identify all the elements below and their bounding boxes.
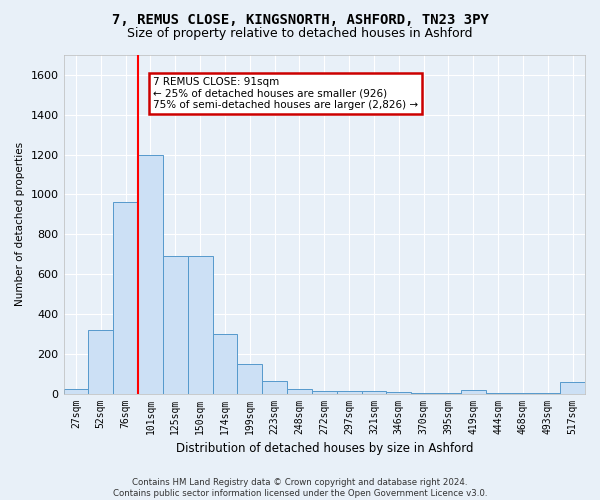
Bar <box>64 388 88 394</box>
X-axis label: Distribution of detached houses by size in Ashford: Distribution of detached houses by size … <box>176 442 473 455</box>
Bar <box>212 334 238 394</box>
Bar <box>287 388 312 394</box>
Bar <box>411 392 436 394</box>
Bar <box>163 256 188 394</box>
Y-axis label: Number of detached properties: Number of detached properties <box>15 142 25 306</box>
Bar <box>312 390 337 394</box>
Bar <box>560 382 585 394</box>
Bar <box>535 392 560 394</box>
Bar <box>386 392 411 394</box>
Bar <box>485 392 511 394</box>
Bar <box>138 154 163 394</box>
Bar <box>511 392 535 394</box>
Bar <box>436 392 461 394</box>
Bar <box>88 330 113 394</box>
Bar <box>337 391 362 394</box>
Bar <box>238 364 262 394</box>
Bar <box>461 390 485 394</box>
Text: Contains HM Land Registry data © Crown copyright and database right 2024.
Contai: Contains HM Land Registry data © Crown c… <box>113 478 487 498</box>
Bar <box>262 380 287 394</box>
Bar <box>362 391 386 394</box>
Text: 7, REMUS CLOSE, KINGSNORTH, ASHFORD, TN23 3PY: 7, REMUS CLOSE, KINGSNORTH, ASHFORD, TN2… <box>112 12 488 26</box>
Text: 7 REMUS CLOSE: 91sqm
← 25% of detached houses are smaller (926)
75% of semi-deta: 7 REMUS CLOSE: 91sqm ← 25% of detached h… <box>153 77 418 110</box>
Bar <box>188 256 212 394</box>
Text: Size of property relative to detached houses in Ashford: Size of property relative to detached ho… <box>127 28 473 40</box>
Bar <box>113 202 138 394</box>
